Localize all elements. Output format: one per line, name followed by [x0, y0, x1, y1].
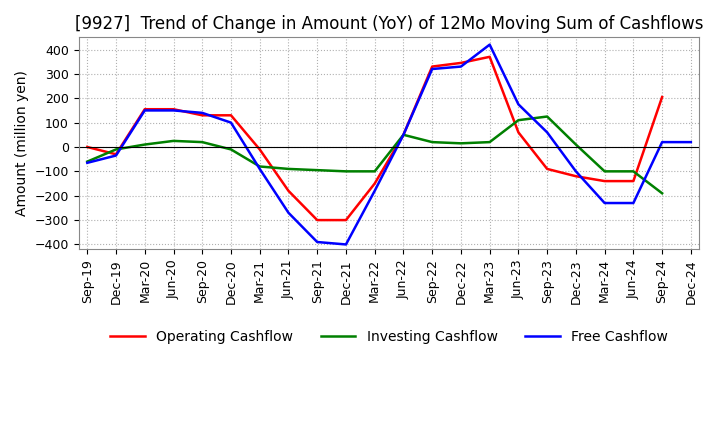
Free Cashflow — [227, 120, 235, 125]
Operating Cashflow — [313, 217, 322, 223]
Legend: Operating Cashflow, Investing Cashflow, Free Cashflow: Operating Cashflow, Investing Cashflow, … — [104, 324, 674, 349]
Free Cashflow — [112, 153, 120, 158]
Investing Cashflow — [169, 138, 178, 143]
Operating Cashflow — [543, 166, 552, 172]
Line: Investing Cashflow: Investing Cashflow — [87, 117, 662, 193]
Operating Cashflow — [629, 179, 638, 184]
Investing Cashflow — [284, 166, 293, 172]
Operating Cashflow — [83, 144, 91, 150]
Free Cashflow — [543, 130, 552, 135]
Operating Cashflow — [456, 60, 465, 66]
Operating Cashflow — [370, 181, 379, 186]
Investing Cashflow — [629, 169, 638, 174]
Y-axis label: Amount (million yen): Amount (million yen) — [15, 70, 29, 216]
Investing Cashflow — [543, 114, 552, 119]
Free Cashflow — [629, 200, 638, 205]
Investing Cashflow — [456, 141, 465, 146]
Free Cashflow — [140, 108, 149, 113]
Investing Cashflow — [313, 168, 322, 173]
Operating Cashflow — [112, 152, 120, 157]
Operating Cashflow — [256, 147, 264, 152]
Free Cashflow — [399, 132, 408, 137]
Free Cashflow — [428, 66, 436, 72]
Free Cashflow — [313, 239, 322, 245]
Free Cashflow — [370, 188, 379, 194]
Investing Cashflow — [399, 132, 408, 137]
Operating Cashflow — [341, 217, 350, 223]
Free Cashflow — [572, 169, 580, 174]
Line: Operating Cashflow: Operating Cashflow — [87, 57, 662, 220]
Free Cashflow — [600, 200, 609, 205]
Line: Free Cashflow: Free Cashflow — [87, 44, 691, 245]
Operating Cashflow — [227, 113, 235, 118]
Title: [9927]  Trend of Change in Amount (YoY) of 12Mo Moving Sum of Cashflows: [9927] Trend of Change in Amount (YoY) o… — [75, 15, 703, 33]
Operating Cashflow — [572, 174, 580, 179]
Operating Cashflow — [140, 106, 149, 112]
Operating Cashflow — [198, 113, 207, 118]
Free Cashflow — [658, 139, 667, 145]
Investing Cashflow — [658, 191, 667, 196]
Investing Cashflow — [341, 169, 350, 174]
Operating Cashflow — [514, 130, 523, 135]
Investing Cashflow — [227, 147, 235, 152]
Investing Cashflow — [485, 139, 494, 145]
Investing Cashflow — [600, 169, 609, 174]
Investing Cashflow — [514, 117, 523, 123]
Free Cashflow — [198, 110, 207, 116]
Investing Cashflow — [572, 142, 580, 147]
Operating Cashflow — [284, 188, 293, 194]
Free Cashflow — [284, 210, 293, 216]
Free Cashflow — [687, 139, 696, 145]
Operating Cashflow — [600, 179, 609, 184]
Free Cashflow — [83, 160, 91, 165]
Investing Cashflow — [112, 147, 120, 152]
Investing Cashflow — [428, 139, 436, 145]
Investing Cashflow — [256, 164, 264, 169]
Operating Cashflow — [399, 132, 408, 137]
Free Cashflow — [514, 102, 523, 107]
Operating Cashflow — [169, 106, 178, 112]
Investing Cashflow — [83, 159, 91, 164]
Investing Cashflow — [140, 142, 149, 147]
Operating Cashflow — [658, 95, 667, 100]
Free Cashflow — [456, 64, 465, 69]
Investing Cashflow — [198, 139, 207, 145]
Free Cashflow — [485, 42, 494, 47]
Free Cashflow — [341, 242, 350, 247]
Investing Cashflow — [370, 169, 379, 174]
Operating Cashflow — [485, 54, 494, 59]
Free Cashflow — [169, 108, 178, 113]
Operating Cashflow — [428, 64, 436, 69]
Free Cashflow — [256, 166, 264, 172]
